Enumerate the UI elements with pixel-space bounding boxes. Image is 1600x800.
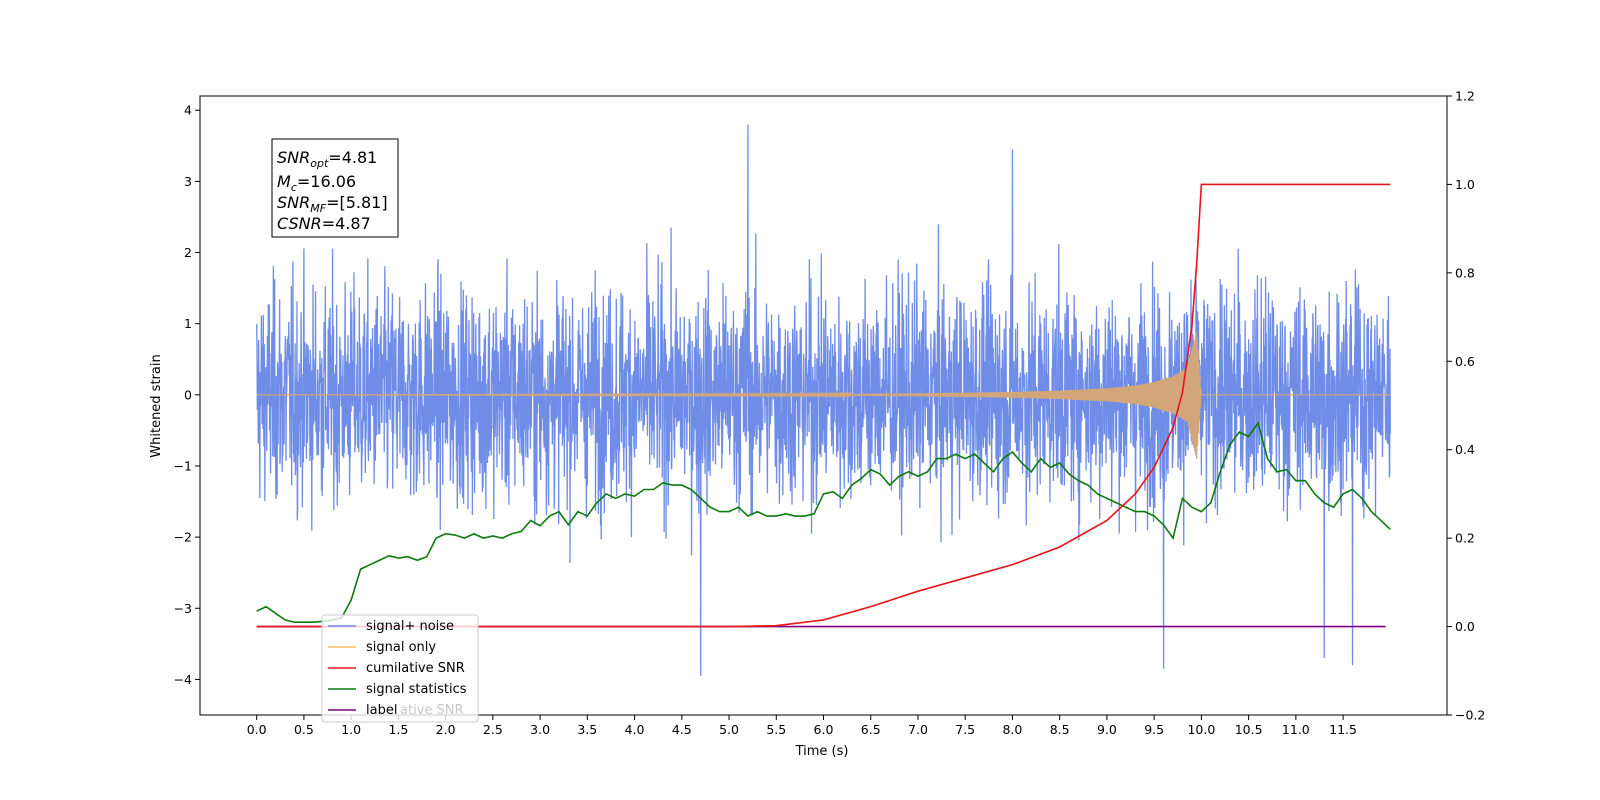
y-tick-label: 1 bbox=[184, 316, 192, 331]
y2-tick-label: 1.0 bbox=[1455, 177, 1475, 192]
x-tick-label: 4.0 bbox=[625, 722, 645, 737]
x-tick-label: 5.0 bbox=[719, 722, 739, 737]
y-axis-label: Whitened strain bbox=[149, 354, 164, 457]
series-signal-only bbox=[256, 332, 1391, 459]
y-tick-label: 2 bbox=[184, 245, 192, 260]
legend-item-signal-noise: signal+ noise bbox=[328, 619, 454, 634]
x-tick-label: 0.0 bbox=[247, 722, 267, 737]
y-tick-label: 3 bbox=[184, 174, 192, 189]
x-tick-label: 9.5 bbox=[1144, 722, 1164, 737]
annotation-mc: Mc=16.06 bbox=[277, 172, 356, 194]
annotation-snr-opt: SNRopt=4.81 bbox=[277, 148, 377, 170]
x-tick-label: 1.0 bbox=[341, 722, 361, 737]
x-tick-label: 8.0 bbox=[1002, 722, 1022, 737]
x-tick-label: 2.5 bbox=[483, 722, 503, 737]
x-axis: 0.0 0.5 1.0 1.5 2.0 2.5 3.0 3.5 4.0 4.5 5.0 5.5 6.0 6… bbox=[247, 715, 1357, 737]
annotation-csnr: CSNR=4.87 bbox=[277, 214, 371, 233]
y2-tick-label: 0.6 bbox=[1455, 354, 1475, 369]
y-tick-label: −1 bbox=[174, 458, 192, 473]
svg-text:signal statistics: signal statistics bbox=[366, 682, 467, 697]
x-tick-label: 5.5 bbox=[766, 722, 786, 737]
series-signal-noise bbox=[256, 124, 1391, 676]
annotation-box: SNRopt=4.81 Mc=16.06 SNRMF=[5.81] CSNR=4… bbox=[271, 138, 399, 238]
series-cumilative-snr bbox=[256, 183, 1391, 628]
svg-text:cumilative SNR: cumilative SNR bbox=[366, 661, 465, 676]
x-tick-label: 6.0 bbox=[814, 722, 834, 737]
y-tick-label: −3 bbox=[174, 601, 192, 616]
y-axis-right: 1.2 1.0 0.8 0.6 0.4 0.2 0.0 −0.2 bbox=[1447, 89, 1485, 723]
y-tick-label: −4 bbox=[174, 672, 192, 687]
x-tick-label: 3.0 bbox=[530, 722, 550, 737]
legend-overlap-text: ative SNR bbox=[400, 703, 464, 718]
annotation-snr-mf: SNRMF=[5.81] bbox=[277, 193, 388, 215]
legend-item-label: label ative SNR bbox=[328, 703, 464, 718]
svg-text:signal only: signal only bbox=[366, 640, 436, 655]
x-tick-label: 6.5 bbox=[861, 722, 881, 737]
x-axis-label: Time (s) bbox=[795, 744, 849, 759]
x-tick-label: 3.5 bbox=[577, 722, 597, 737]
x-tick-label: 7.0 bbox=[908, 722, 928, 737]
x-tick-label: 9.0 bbox=[1097, 722, 1117, 737]
x-tick-label: 7.5 bbox=[955, 722, 975, 737]
y-tick-label: 0 bbox=[184, 387, 192, 402]
y2-tick-label: 0.0 bbox=[1455, 619, 1475, 634]
svg-text:signal+ noise: signal+ noise bbox=[366, 619, 454, 634]
x-tick-label: 4.5 bbox=[672, 722, 692, 737]
x-tick-label: 10.0 bbox=[1187, 722, 1215, 737]
y-tick-label: 4 bbox=[184, 103, 192, 118]
y2-tick-label: 0.2 bbox=[1455, 531, 1475, 546]
x-tick-label: 11.5 bbox=[1329, 722, 1357, 737]
legend: signal+ noise signal only cumilative SNR… bbox=[321, 614, 479, 723]
x-tick-label: 10.5 bbox=[1235, 722, 1263, 737]
legend-item-signal-only: signal only bbox=[328, 640, 436, 655]
y-tick-label: −2 bbox=[174, 530, 192, 545]
y2-tick-label: 0.4 bbox=[1455, 442, 1475, 457]
x-tick-label: 2.0 bbox=[436, 722, 456, 737]
y2-tick-label: 0.8 bbox=[1455, 265, 1475, 280]
svg-text:label: label bbox=[366, 703, 397, 718]
x-tick-label: 0.5 bbox=[294, 722, 314, 737]
series-signal-statistics bbox=[256, 421, 1391, 623]
y2-tick-label: 1.2 bbox=[1455, 89, 1475, 104]
x-tick-label: 11.0 bbox=[1282, 722, 1310, 737]
y2-tick-label: −0.2 bbox=[1455, 708, 1485, 723]
legend-item-cumilative-snr: cumilative SNR bbox=[328, 661, 465, 676]
y-axis-left: 4 3 2 1 0 −1 −2 −3 −4 bbox=[174, 103, 200, 687]
legend-item-signal-statistics: signal statistics bbox=[328, 682, 467, 697]
x-tick-label: 1.5 bbox=[388, 722, 408, 737]
x-tick-label: 8.5 bbox=[1050, 722, 1070, 737]
